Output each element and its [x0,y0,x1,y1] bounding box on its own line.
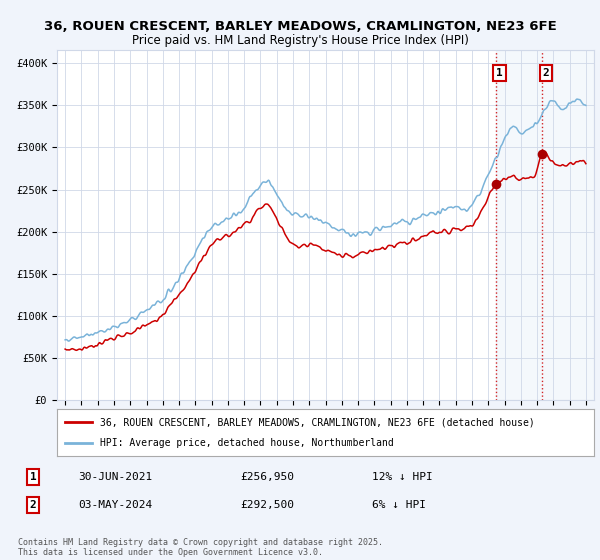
Bar [496,50,594,400]
Text: £256,950: £256,950 [240,472,294,482]
Text: £292,500: £292,500 [240,500,294,510]
Text: 2: 2 [29,500,37,510]
Text: 1: 1 [29,472,37,482]
Text: 12% ↓ HPI: 12% ↓ HPI [372,472,433,482]
Text: 2: 2 [542,68,549,78]
Text: 03-MAY-2024: 03-MAY-2024 [78,500,152,510]
Text: 30-JUN-2021: 30-JUN-2021 [78,472,152,482]
Text: 36, ROUEN CRESCENT, BARLEY MEADOWS, CRAMLINGTON, NE23 6FE (detached house): 36, ROUEN CRESCENT, BARLEY MEADOWS, CRAM… [100,417,535,427]
Text: 36, ROUEN CRESCENT, BARLEY MEADOWS, CRAMLINGTON, NE23 6FE: 36, ROUEN CRESCENT, BARLEY MEADOWS, CRAM… [44,20,556,32]
Text: Contains HM Land Registry data © Crown copyright and database right 2025.
This d: Contains HM Land Registry data © Crown c… [18,538,383,557]
Text: Price paid vs. HM Land Registry's House Price Index (HPI): Price paid vs. HM Land Registry's House … [131,34,469,46]
Text: 1: 1 [496,68,503,78]
Text: 6% ↓ HPI: 6% ↓ HPI [372,500,426,510]
Text: HPI: Average price, detached house, Northumberland: HPI: Average price, detached house, Nort… [100,438,394,448]
